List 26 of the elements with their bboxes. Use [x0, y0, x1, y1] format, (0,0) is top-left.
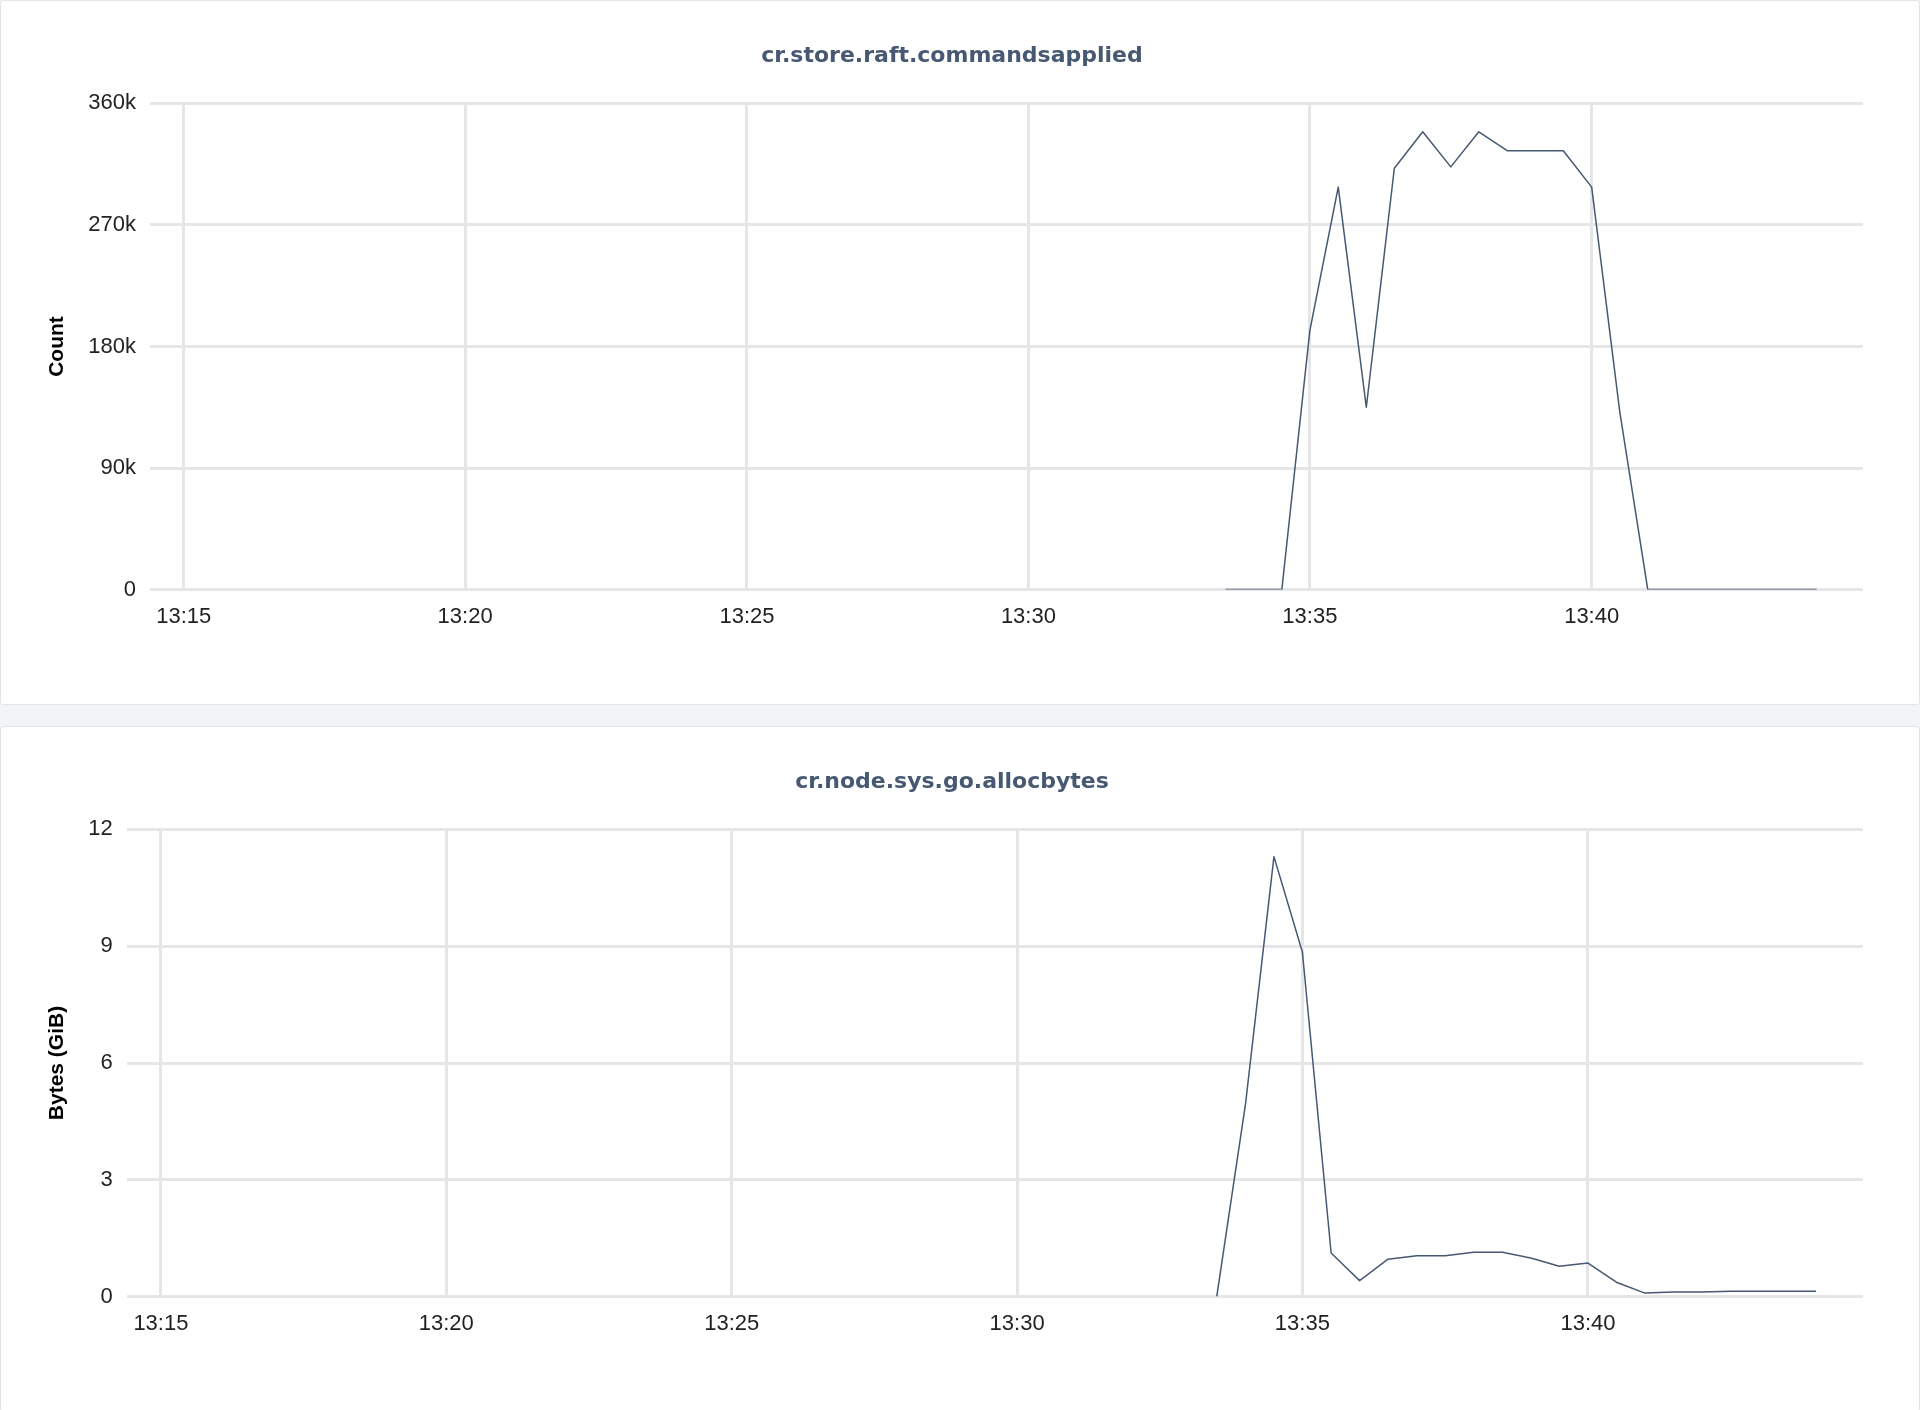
- y-tick-label: 6: [100, 1049, 113, 1075]
- chart-title: cr.node.sys.go.allocbytes: [795, 767, 1109, 793]
- y-tick-label: 360k: [88, 89, 137, 115]
- x-tick-label: 13:30: [989, 1309, 1045, 1335]
- x-tick-label: 13:35: [1274, 1309, 1330, 1335]
- y-tick-label: 9: [100, 932, 113, 958]
- x-tick-label: 13:30: [1000, 602, 1056, 628]
- x-tick-label: 13:20: [437, 602, 493, 628]
- y-tick-label: 0: [123, 575, 136, 601]
- y-tick-label: 12: [88, 815, 113, 841]
- x-tick-label: 13:40: [1564, 602, 1620, 628]
- x-tick-label: 13:15: [156, 602, 212, 628]
- x-tick-label: 13:15: [133, 1309, 189, 1335]
- y-tick-label: 3: [100, 1165, 113, 1191]
- y-axis-title: Count: [44, 316, 68, 377]
- x-tick-label: 13:35: [1282, 602, 1338, 628]
- chart-title: cr.store.raft.commandsapplied: [761, 41, 1143, 67]
- x-tick-label: 13:20: [418, 1309, 474, 1335]
- x-tick-label: 13:25: [704, 1309, 760, 1335]
- y-tick-label: 90k: [100, 454, 137, 480]
- x-tick-label: 13:40: [1560, 1309, 1616, 1335]
- y-tick-label: 0: [100, 1282, 113, 1308]
- y-axis-title: Bytes (GiB): [44, 1005, 68, 1121]
- y-tick-label: 270k: [88, 211, 137, 237]
- x-tick-label: 13:25: [719, 602, 775, 628]
- y-tick-label: 180k: [88, 332, 137, 358]
